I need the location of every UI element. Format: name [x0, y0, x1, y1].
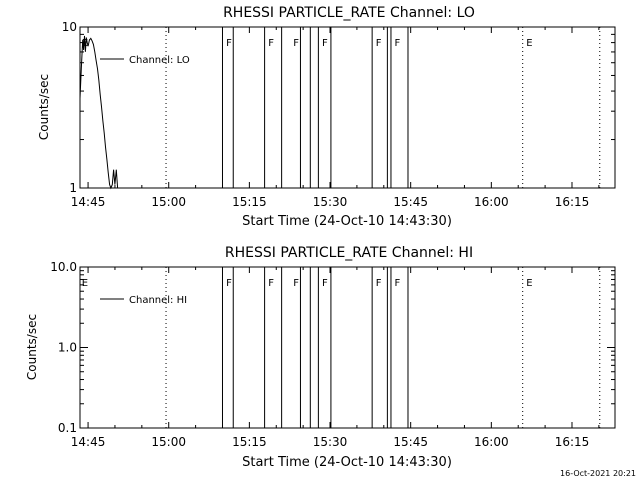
y-tick-label: 1.0 — [58, 341, 77, 355]
lo-channel-panel: RHESSI PARTICLE_RATE Channel: LO Start T… — [37, 5, 616, 229]
x-axis-label: Start Time (24-Oct-10 14:43:30) — [242, 214, 452, 229]
plot-frame — [79, 26, 616, 189]
series-line — [79, 35, 119, 190]
chart-title: RHESSI PARTICLE_RATE Channel: LO — [223, 5, 475, 21]
x-tick-label: 15:15 — [232, 435, 267, 449]
flag-label: F — [268, 278, 274, 289]
x-tick-label: 15:45 — [393, 195, 428, 209]
y-tick-label: 1 — [69, 181, 77, 195]
flag-label: F — [376, 38, 382, 49]
y-tick-label: 10.0 — [50, 260, 77, 274]
flag-label: F — [226, 38, 232, 49]
flag-label: F — [268, 38, 274, 49]
y-axis-label: Counts/sec — [25, 314, 39, 380]
legend-label: Channel: LO — [129, 55, 190, 66]
flag-label: F — [226, 278, 232, 289]
x-tick-label: 16:00 — [474, 195, 509, 209]
x-tick-label: 16:00 — [474, 435, 509, 449]
flag-label: F — [293, 38, 299, 49]
y-axis-label: Counts/sec — [37, 74, 51, 140]
x-axis-label: Start Time (24-Oct-10 14:43:30) — [242, 455, 452, 470]
x-tick-label: 15:00 — [151, 435, 186, 449]
flag-label: F — [293, 278, 299, 289]
flag-label: F — [322, 278, 328, 289]
x-tick-label: 15:00 — [151, 195, 186, 209]
plot-frame — [79, 266, 616, 429]
x-tick-label: 14:45 — [71, 435, 106, 449]
x-tick-label: 16:15 — [555, 435, 590, 449]
flag-label: E — [82, 278, 88, 289]
flag-label: F — [395, 278, 401, 289]
y-tick-label: 10 — [62, 20, 77, 34]
plot-timestamp: 16-Oct-2021 20:21 — [560, 469, 636, 478]
x-tick-label: 15:45 — [393, 435, 428, 449]
flag-label: E — [526, 278, 532, 289]
x-tick-label: 15:15 — [232, 195, 267, 209]
flag-label: F — [376, 278, 382, 289]
chart-title: RHESSI PARTICLE_RATE Channel: HI — [225, 245, 473, 261]
flag-label: E — [526, 38, 532, 49]
hi-channel-panel: RHESSI PARTICLE_RATE Channel: HI Start T… — [25, 245, 616, 470]
x-tick-label: 15:30 — [313, 435, 348, 449]
x-tick-label: 16:15 — [555, 195, 590, 209]
flag-label: F — [322, 38, 328, 49]
x-tick-label: 14:45 — [71, 195, 106, 209]
x-tick-label: 15:30 — [313, 195, 348, 209]
y-tick-label: 0.1 — [58, 421, 77, 435]
flag-label: F — [395, 38, 401, 49]
legend-label: Channel: HI — [129, 295, 187, 306]
